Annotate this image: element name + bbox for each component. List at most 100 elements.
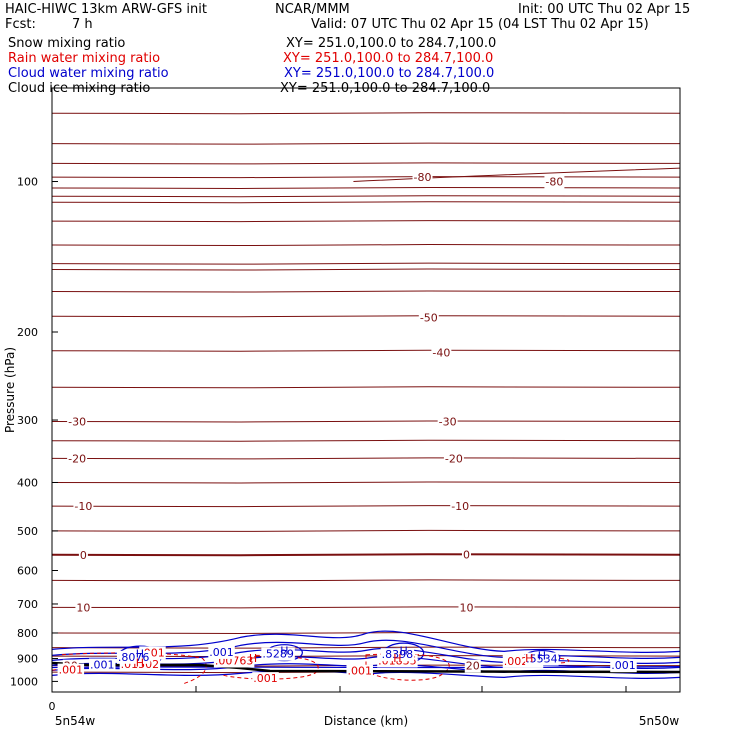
isotherm-line <box>51 457 681 460</box>
label-background <box>75 601 92 615</box>
high-marker: H <box>280 644 288 657</box>
isotherm-label: 10 <box>76 601 90 614</box>
isotherm-line <box>51 262 681 265</box>
plot-frame <box>51 87 681 693</box>
label-background <box>252 672 279 686</box>
label-background <box>208 645 235 659</box>
isotherm-label: -30 <box>439 415 457 428</box>
field-xy-snow: XY= 251.0,100.0 to 284.7,100.0 <box>286 36 497 51</box>
isotherm-line <box>51 606 681 609</box>
isotherm-line <box>51 439 681 442</box>
label-background <box>544 175 565 189</box>
field-name-rain: Rain water mixing ratio <box>8 51 161 66</box>
isotherm-line <box>51 579 681 582</box>
cloud-water-label: .001 <box>209 646 234 659</box>
label-background <box>67 452 88 466</box>
isotherm-label: -80 <box>414 171 432 184</box>
isotherm-label: -20 <box>68 452 86 465</box>
isotherm-line <box>51 162 681 165</box>
isotherm-line <box>51 201 681 204</box>
isotherm-line <box>51 315 681 318</box>
isotherm-line <box>51 386 681 389</box>
isotherm-line <box>51 290 681 293</box>
isotherm-line <box>51 186 681 189</box>
cloud-water-label: .5289 <box>262 648 294 661</box>
y-tick-label: 600 <box>17 565 38 578</box>
rain-water-contour <box>61 652 207 685</box>
field-xy-cloud-water: XY= 251.0,100.0 to 284.7,100.0 <box>284 66 495 81</box>
isotherm-label: -10 <box>451 500 469 513</box>
y-tick-label: 200 <box>17 326 38 339</box>
rain-water-label: .001 <box>347 665 372 678</box>
isotherm-line <box>51 112 681 115</box>
label-background <box>610 659 637 673</box>
isotherm-line <box>51 481 681 484</box>
isotherm-label: -20 <box>445 452 463 465</box>
high-marker: H <box>393 652 401 665</box>
cloud-water-label: .001 <box>611 659 636 672</box>
model-title: HAIC-HIWC 13km ARW-GFS init <box>5 2 207 17</box>
high-marker: H <box>249 652 257 665</box>
isotherm-line <box>51 349 681 352</box>
x-axis-label: Distance (km) <box>324 714 408 728</box>
label-background <box>380 648 415 662</box>
label-background <box>73 500 94 514</box>
label-background <box>346 664 373 678</box>
cloud-water-contour <box>51 639 681 659</box>
isotherm-line <box>51 195 681 198</box>
y-tick-label: 700 <box>17 598 38 611</box>
label-background <box>67 415 88 429</box>
isotherm-label: 20 <box>466 660 480 673</box>
label-background <box>116 650 151 664</box>
label-background <box>525 652 559 666</box>
cloud-water-label: .8076 <box>118 651 150 664</box>
label-background <box>57 663 85 677</box>
field-xy-rain: XY= 251.0,100.0 to 284.7,100.0 <box>283 51 494 66</box>
valid-time: Valid: 07 UTC Thu 02 Apr 15 (04 LST Thu … <box>311 17 649 32</box>
cloud-water-label: .5534 <box>526 653 558 666</box>
rain-water-contour <box>365 653 450 681</box>
y-tick-label: 400 <box>17 476 38 489</box>
cloud-water-contour <box>51 647 681 664</box>
rain-water-label: .001 <box>59 664 84 677</box>
y-axis-label: Pressure (hPa) <box>3 347 17 433</box>
isotherm-label: -30 <box>68 415 86 428</box>
field-name-cloud-water: Cloud water mixing ratio <box>8 66 169 81</box>
isotherm-label: 0 <box>463 548 470 561</box>
isotherm-line <box>51 176 681 179</box>
forecast-label: Fcst: <box>5 17 36 32</box>
y-tick-label: 900 <box>17 653 38 666</box>
y-tick-label: 500 <box>17 525 38 538</box>
high-marker: H <box>538 649 546 662</box>
y-tick-label: 100 <box>17 176 38 189</box>
x-left-label: 5n54w <box>55 714 96 728</box>
y-tick-label: 1000 <box>10 675 38 688</box>
label-background <box>88 658 116 672</box>
label-background <box>437 415 458 429</box>
label-background <box>431 346 452 360</box>
y-tick-label: 800 <box>17 627 38 640</box>
isotherm-line <box>51 553 681 557</box>
isotherm-contours <box>51 112 681 674</box>
high-marker: H <box>136 647 144 660</box>
rain-water-contour <box>221 654 319 680</box>
field-name-snow: Snow mixing ratio <box>8 36 126 51</box>
isotherm-label: -40 <box>432 347 450 360</box>
y-tick-label: 300 <box>17 414 38 427</box>
isotherm-line <box>51 505 681 508</box>
label-background <box>412 171 433 185</box>
x-tick-label: 0 <box>49 700 56 713</box>
high-marker: H <box>525 652 533 665</box>
label-background <box>458 601 475 615</box>
forecast-value: 7 h <box>72 17 93 32</box>
init-time: Init: 00 UTC Thu 02 Apr 15 <box>518 2 691 17</box>
x-right-label: 5n50w <box>639 714 680 728</box>
isotherm-label: 0 <box>80 549 87 562</box>
isotherm-label: -10 <box>74 500 92 513</box>
isotherm-label: -80 <box>545 176 563 189</box>
label-background <box>78 548 88 562</box>
isotherm-line <box>51 268 681 271</box>
org-label: NCAR/MMM <box>275 2 350 17</box>
isotherm-line <box>353 167 681 183</box>
